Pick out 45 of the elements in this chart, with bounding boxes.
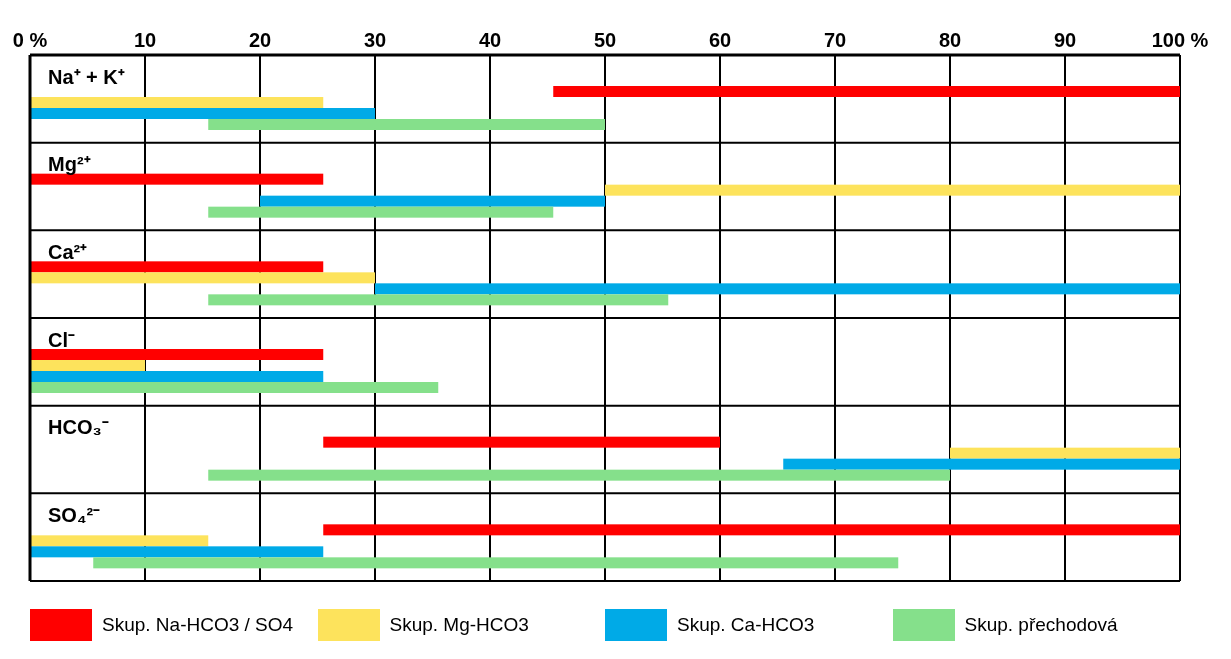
legend-label: Skup. Mg-HCO3 (389, 614, 529, 636)
x-tick-label: 100 % (1151, 29, 1209, 51)
bar (375, 283, 1180, 295)
bar (30, 108, 375, 119)
x-tick-label: 80 (938, 29, 962, 51)
y-tick-label: HCO₃⁻ (48, 416, 109, 439)
x-tick-label: 50 (593, 29, 617, 51)
bar (30, 535, 209, 547)
bar (553, 86, 1180, 97)
x-tick-label: 90 (1053, 29, 1077, 51)
x-tick-label: 20 (248, 29, 272, 51)
y-tick-label: Mg²⁺ (48, 153, 91, 176)
y-tick-label: SO₄²⁻ (48, 503, 101, 526)
bar (208, 206, 554, 218)
x-tick-label: 0 % (12, 29, 48, 51)
bar (260, 195, 605, 207)
x-tick-label: 30 (363, 29, 387, 51)
legend-label: Skup. přechodová (964, 614, 1118, 636)
bar (950, 447, 1180, 459)
bar (93, 557, 899, 569)
bar (208, 119, 605, 130)
bar (30, 371, 324, 382)
bar (208, 294, 669, 306)
y-tick-label: Cl⁻ (48, 328, 75, 351)
x-tick-label: 10 (133, 29, 157, 51)
legend-label: Skup. Ca-HCO3 (677, 614, 815, 636)
bar (30, 360, 145, 371)
x-tick-label: 70 (823, 29, 847, 51)
bar (30, 97, 324, 108)
bar (30, 261, 324, 273)
bar (30, 349, 324, 360)
bar (30, 546, 324, 558)
x-tick-label: 60 (708, 29, 732, 51)
bar (208, 469, 950, 481)
bar (323, 436, 720, 448)
legend-label: Skup. Na-HCO3 / SO4 (102, 614, 294, 636)
x-tick-label: 40 (478, 29, 502, 51)
bar (783, 458, 1180, 470)
bar (30, 173, 324, 185)
bar (30, 272, 375, 284)
y-tick-label: Ca²⁺ (48, 240, 88, 263)
bar (605, 184, 1180, 196)
bar (30, 382, 439, 393)
bar (323, 524, 1180, 536)
y-tick-label: Na⁺ + K⁺ (48, 65, 125, 88)
